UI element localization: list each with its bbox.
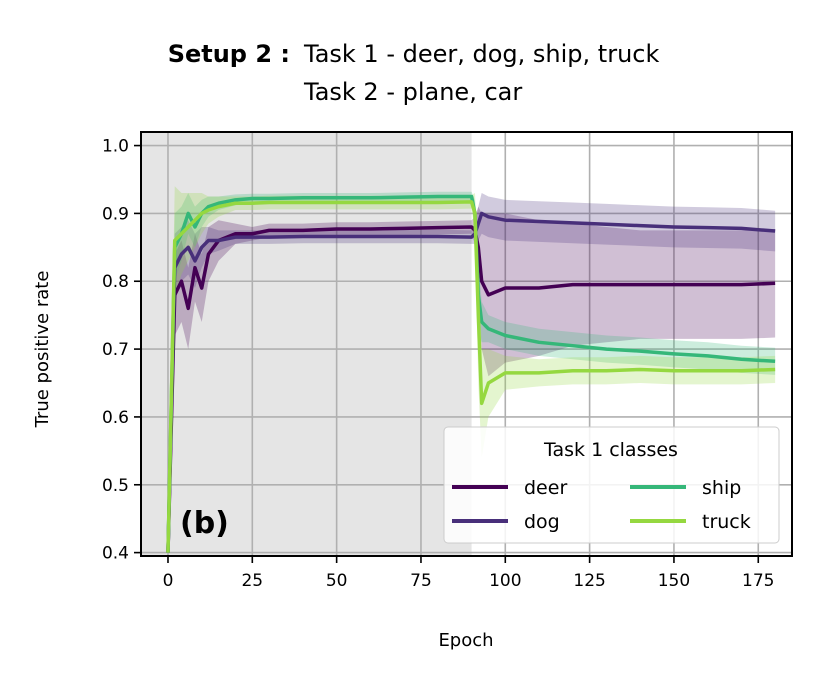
x-tick-label: 175 xyxy=(742,571,774,591)
x-axis-label: Epoch xyxy=(438,630,493,651)
legend-label-truck: truck xyxy=(702,511,751,533)
x-tick-label: 100 xyxy=(489,571,521,591)
title-line-1: Task 1 - deer, dog, ship, truck xyxy=(303,40,659,68)
y-axis-label: True positive rate xyxy=(32,271,53,429)
chart-title: Setup 2 : Task 1 - deer, dog, ship, truc… xyxy=(168,40,660,106)
series-lines xyxy=(166,194,776,553)
x-tick-label: 150 xyxy=(658,571,690,591)
x-tick-label: 50 xyxy=(326,571,348,591)
legend-label-ship: ship xyxy=(702,477,741,499)
line-deer xyxy=(166,225,776,553)
y-tick-label: 0.5 xyxy=(102,476,129,496)
band-deer xyxy=(167,206,776,553)
x-tick-label: 125 xyxy=(573,571,605,591)
panel-label: (b) xyxy=(180,506,229,541)
legend: Task 1 classes deer dog ship truck xyxy=(443,426,780,544)
legend-title: Task 1 classes xyxy=(543,439,678,461)
y-tick-label: 1.0 xyxy=(102,137,129,157)
plot-frame xyxy=(140,131,793,557)
x-axis-ticks: 0 25 50 75 100 125 150 175 xyxy=(163,556,774,591)
line-dog xyxy=(166,211,776,553)
line-truck xyxy=(166,200,776,553)
y-tick-label: 0.4 xyxy=(102,544,129,564)
y-tick-label: 0.9 xyxy=(102,204,129,224)
title-prefix: Setup 2 : xyxy=(168,40,290,68)
x-tick-label: 25 xyxy=(241,571,263,591)
legend-box xyxy=(443,426,780,544)
x-tick-label: 75 xyxy=(410,571,432,591)
y-tick-label: 0.6 xyxy=(102,408,129,428)
y-axis-ticks: 0.4 0.5 0.6 0.7 0.8 0.9 1.0 xyxy=(102,137,141,564)
legend-label-deer: deer xyxy=(524,477,567,499)
x-tick-label: 0 xyxy=(163,571,174,591)
legend-label-dog: dog xyxy=(524,511,560,533)
y-tick-label: 0.7 xyxy=(102,340,129,360)
y-tick-label: 0.8 xyxy=(102,272,129,292)
title-line-2: Task 2 - plane, car xyxy=(303,78,522,106)
